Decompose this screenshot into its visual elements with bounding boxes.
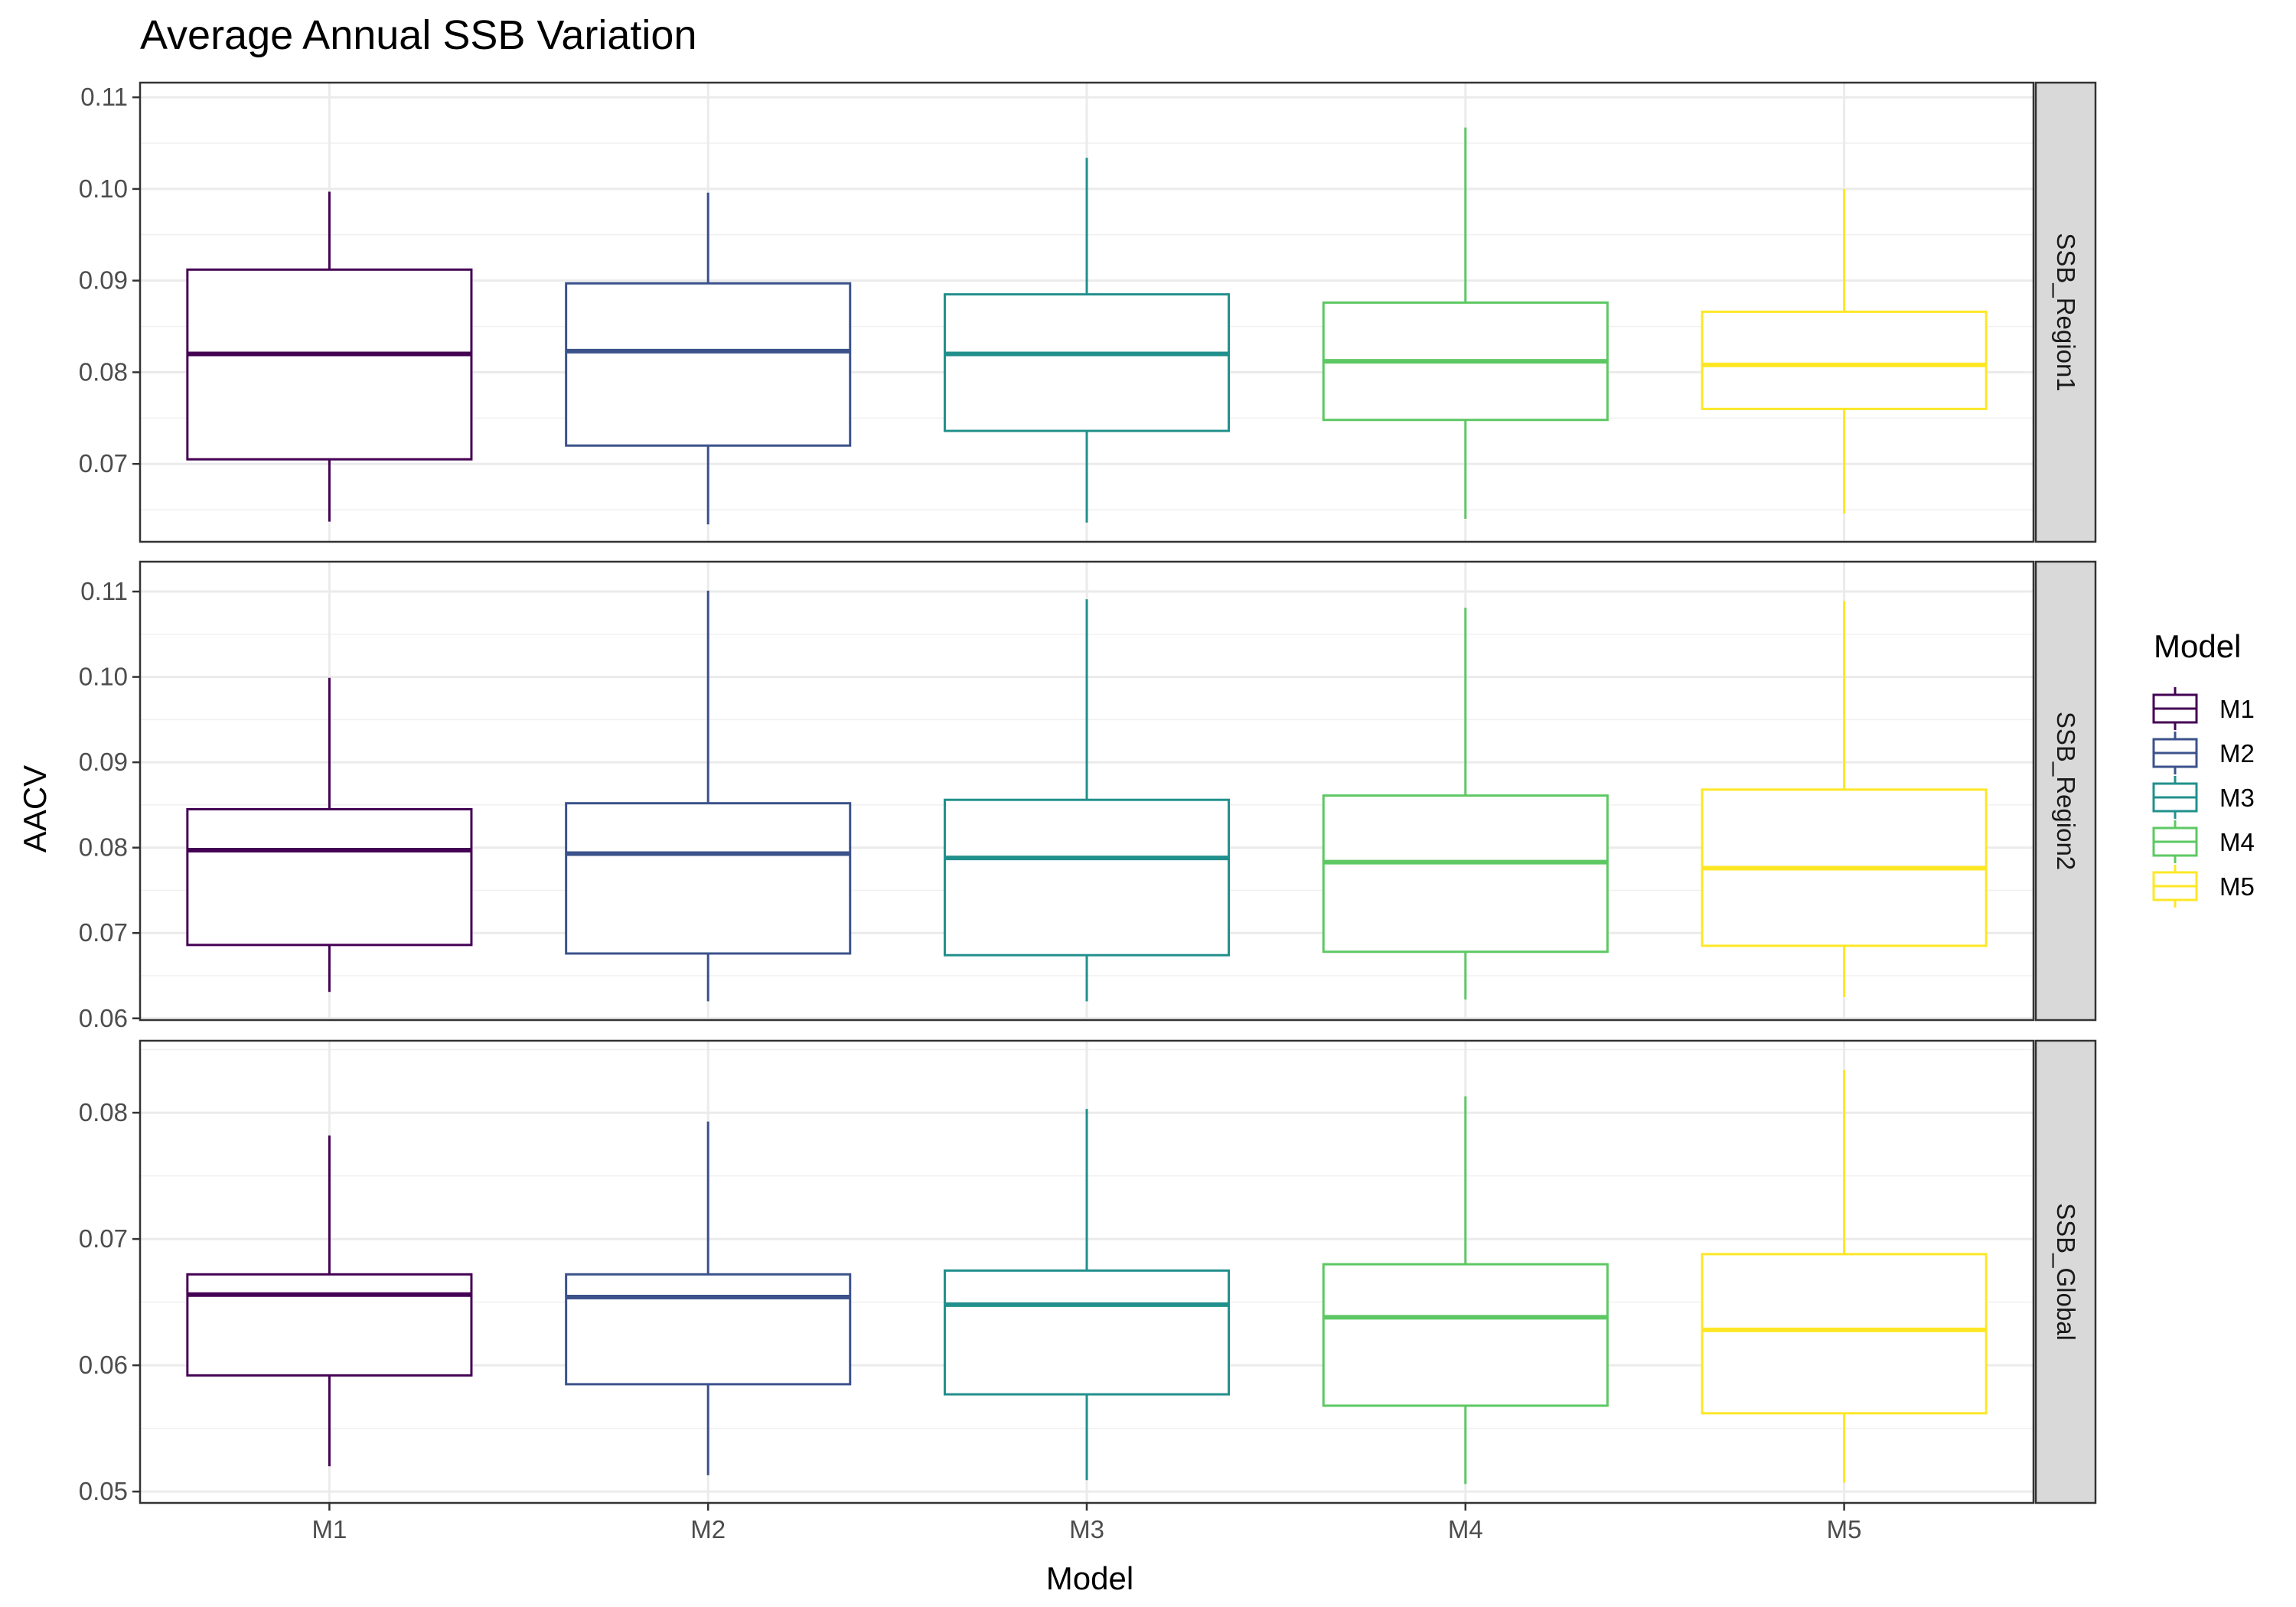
box-iqr <box>1701 310 1988 410</box>
legend-label: M2 <box>2219 739 2255 768</box>
y-tick-label: 0.05 <box>79 1477 128 1505</box>
box-iqr <box>943 1269 1231 1396</box>
facet-strip <box>2034 560 2097 1022</box>
x-axis-title: Model <box>1046 1560 1133 1596</box>
box-M1 <box>186 191 473 522</box>
legend-item-M5: M5 <box>2152 865 2255 908</box>
y-tick-label: 0.07 <box>79 918 128 947</box>
y-tick-label: 0.06 <box>79 1004 128 1032</box>
facet-strip-label: SSB_Region2 <box>2052 712 2080 870</box>
panel-border <box>139 560 2035 1022</box>
box-M5 <box>1701 188 1988 513</box>
y-tick-label: 0.06 <box>79 1351 128 1379</box>
box-iqr <box>565 282 852 447</box>
box-iqr <box>186 1273 473 1377</box>
box-M3 <box>943 599 1231 1002</box>
y-tick-label: 0.10 <box>79 174 128 203</box>
y-tick-label: 0.11 <box>80 577 128 605</box>
box-iqr <box>1701 1253 1988 1415</box>
box-M4 <box>1322 1096 1609 1485</box>
legend-item-M2: M2 <box>2152 732 2255 774</box>
panel-border <box>139 81 2035 543</box>
legend-label: M5 <box>2219 872 2255 901</box>
x-tick-label: M3 <box>1069 1515 1104 1543</box>
chart-title: Average Annual SSB Variation <box>140 12 697 58</box>
box-iqr <box>186 268 473 461</box>
y-tick-label: 0.08 <box>79 1098 128 1126</box>
x-tick-label: M4 <box>1448 1515 1483 1543</box>
facet-panels: 0.070.080.090.100.11SSB_Region10.060.070… <box>79 81 2097 1543</box>
facet-strip <box>2034 1039 2097 1504</box>
legend-item-M1: M1 <box>2152 687 2255 730</box>
y-axis-title: AACV <box>17 765 53 852</box>
box-iqr <box>565 1273 852 1386</box>
x-tick-label: M1 <box>311 1515 347 1543</box>
y-tick-label: 0.07 <box>79 1224 128 1253</box>
y-tick-label: 0.09 <box>79 266 128 295</box>
legend-label: M3 <box>2219 784 2255 812</box>
legend-title: Model <box>2154 628 2241 664</box>
y-tick-label: 0.07 <box>79 449 128 478</box>
box-M2 <box>565 1121 852 1475</box>
box-M4 <box>1322 127 1609 520</box>
legend-label: M4 <box>2219 828 2255 856</box>
box-M4 <box>1322 608 1609 1000</box>
x-tick-label: M2 <box>690 1515 726 1543</box>
y-tick-label: 0.08 <box>79 833 128 862</box>
legend-label: M1 <box>2219 695 2255 723</box>
facet-strip <box>2034 81 2097 543</box>
legend-item-M4: M4 <box>2152 820 2255 863</box>
box-M3 <box>943 158 1231 523</box>
legend-item-M3: M3 <box>2152 776 2255 819</box>
y-tick-label: 0.09 <box>79 748 128 776</box>
facet-strip-label: SSB_Region1 <box>2052 233 2080 391</box>
y-tick-label: 0.08 <box>79 357 128 386</box>
box-M2 <box>565 590 852 1002</box>
box-iqr <box>1322 794 1609 953</box>
box-M1 <box>186 677 473 993</box>
box-M5 <box>1701 1069 1988 1483</box>
box-M3 <box>943 1109 1231 1481</box>
box-M1 <box>186 1135 473 1467</box>
box-iqr <box>565 802 852 955</box>
y-tick-label: 0.10 <box>79 663 128 691</box>
box-iqr <box>943 293 1231 432</box>
facet-panel-SSB_Global: 0.05 0.06 0.07 0.08 SSB_Global <box>79 1039 2097 1505</box>
x-tick-label: M5 <box>1827 1515 1862 1543</box>
facet-panel-SSB_Region2: 0.06 0.07 0.08 0.09 0.10 0.11 SSB_Region2 <box>79 560 2097 1032</box>
legend: Model M1 M2 M3 M4 M5 <box>2152 628 2255 908</box>
box-iqr <box>943 798 1231 957</box>
box-M2 <box>565 192 852 525</box>
y-tick-label: 0.11 <box>80 83 128 111</box>
box-M5 <box>1701 601 1988 997</box>
box-iqr <box>1322 1263 1609 1407</box>
facet-strip-label: SSB_Global <box>2052 1203 2080 1341</box>
facet-panel-SSB_Region1: 0.07 0.08 0.09 0.10 0.11 SSB_Region1 <box>79 81 2097 543</box>
box-iqr <box>186 807 473 947</box>
